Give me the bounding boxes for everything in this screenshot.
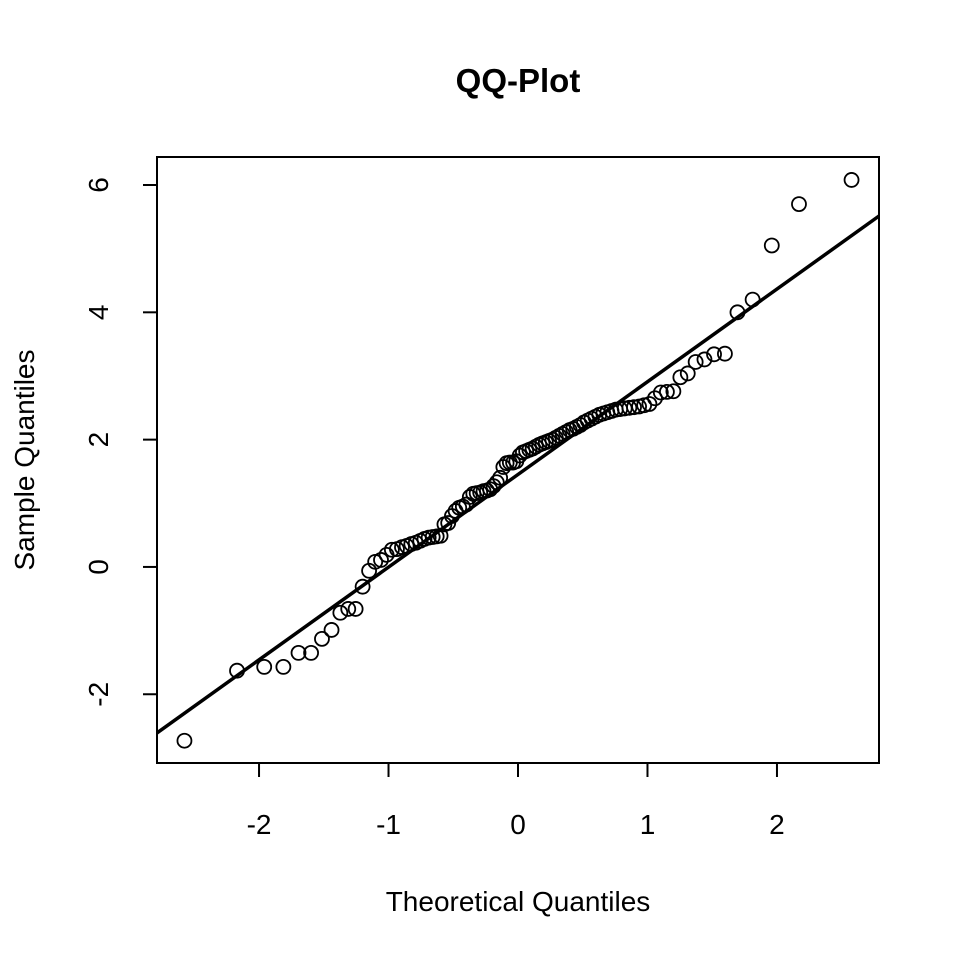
point — [347, 601, 364, 617]
point — [303, 644, 319, 661]
x-axis-label: Theoretical Quantiles — [386, 886, 651, 917]
x-tick-label: -1 — [376, 809, 401, 840]
point — [652, 384, 669, 401]
point — [458, 496, 475, 513]
point — [323, 622, 340, 638]
point — [647, 390, 663, 407]
y-tick-label: -2 — [83, 682, 114, 707]
point — [763, 237, 780, 254]
y-tick-label: 0 — [83, 559, 114, 575]
point — [488, 474, 505, 491]
point — [332, 604, 349, 621]
point — [256, 658, 273, 675]
x-tick-label: 0 — [510, 809, 526, 840]
point — [314, 630, 330, 647]
point — [275, 658, 292, 675]
point — [665, 383, 682, 400]
point — [229, 662, 245, 679]
point — [176, 732, 193, 749]
point — [687, 354, 704, 370]
point — [373, 552, 389, 568]
y-axis-label: Sample Quantiles — [9, 349, 40, 570]
point — [626, 399, 642, 416]
point — [432, 527, 449, 544]
point — [696, 351, 713, 368]
point — [843, 172, 860, 188]
y-tick-label: 6 — [83, 177, 114, 193]
point — [354, 578, 371, 595]
point — [383, 541, 400, 558]
point — [744, 291, 761, 308]
point — [729, 304, 746, 321]
point — [672, 369, 689, 386]
point — [641, 396, 658, 412]
x-tick-label: -2 — [247, 809, 272, 840]
point — [492, 469, 509, 486]
plot-box — [156, 156, 880, 764]
point — [791, 196, 807, 213]
point — [290, 644, 307, 661]
x-tick-label: 1 — [640, 809, 656, 840]
point — [340, 601, 357, 617]
reference-line — [155, 214, 881, 735]
point — [717, 345, 733, 362]
point — [706, 346, 722, 363]
point — [659, 383, 675, 400]
y-tick-label: 4 — [83, 305, 114, 321]
x-tick-label: 2 — [769, 809, 785, 840]
chart-title: QQ-Plot — [456, 62, 581, 99]
point — [679, 365, 696, 382]
y-tick-label: 2 — [83, 432, 114, 448]
